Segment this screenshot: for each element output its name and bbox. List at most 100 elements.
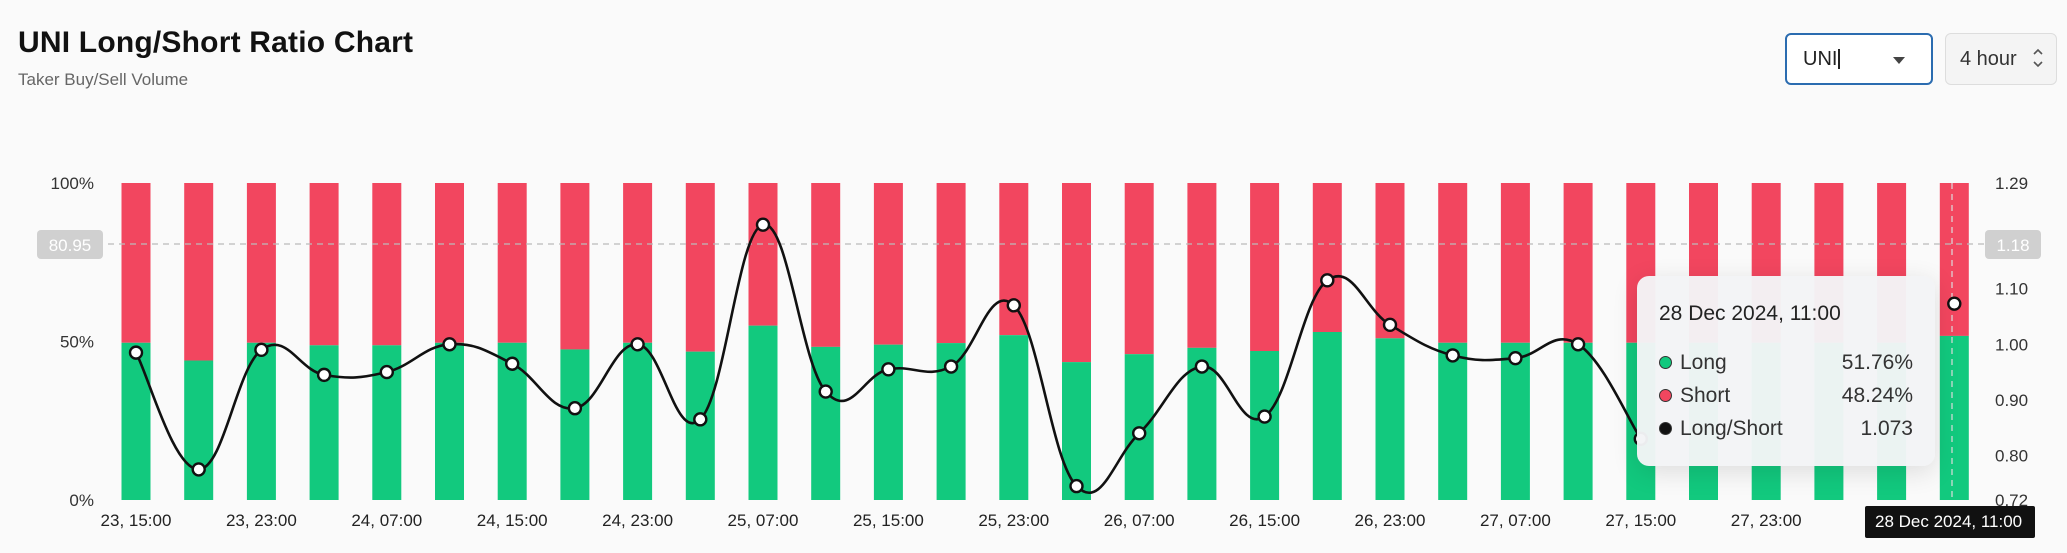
short-bar[interactable] xyxy=(1939,183,1969,336)
text-cursor xyxy=(1838,49,1841,69)
ratio-point[interactable] xyxy=(881,362,896,377)
short-bar[interactable] xyxy=(1500,183,1530,343)
long-bar[interactable] xyxy=(1062,362,1091,500)
ratio-point[interactable] xyxy=(128,345,144,360)
tooltip-date: 28 Dec 2024, 11:00 xyxy=(1659,302,1841,325)
chevron-down-icon xyxy=(1893,57,1905,64)
ratio-point[interactable] xyxy=(818,384,833,399)
y-right-tick: 1.00 xyxy=(1995,335,2028,354)
tooltip-row-ratio: Long/Short 1.073 xyxy=(1659,412,1913,445)
x-tick: 27, 23:00 xyxy=(1731,511,1802,530)
y-right-tick: 0.90 xyxy=(1995,391,2028,410)
ratio-point[interactable] xyxy=(254,342,269,358)
ratio-point[interactable] xyxy=(1445,348,1460,363)
long-bar[interactable] xyxy=(1375,338,1405,500)
short-bar[interactable] xyxy=(1312,183,1342,332)
crosshair-left-tag: 80.95 xyxy=(37,230,103,259)
short-bar[interactable] xyxy=(1375,183,1405,339)
short-bar[interactable] xyxy=(873,183,903,345)
long-bar[interactable] xyxy=(1563,342,1593,500)
ratio-point[interactable] xyxy=(1006,298,1021,313)
ratio-point[interactable] xyxy=(1508,350,1523,366)
ratio-point[interactable] xyxy=(1069,478,1084,494)
tooltip-value: 1.073 xyxy=(1860,416,1913,440)
short-bar[interactable] xyxy=(121,183,151,343)
short-bar[interactable] xyxy=(811,183,841,347)
short-bar[interactable] xyxy=(1438,183,1468,343)
tooltip-label: Long xyxy=(1680,350,1727,374)
ratio-point[interactable] xyxy=(379,364,394,380)
up-down-icon xyxy=(2032,46,2044,70)
short-bar[interactable] xyxy=(1250,183,1280,352)
interval-select[interactable]: 4 hour xyxy=(1945,33,2057,85)
long-bar[interactable] xyxy=(560,349,590,500)
short-bar[interactable] xyxy=(246,183,276,343)
long-bar[interactable] xyxy=(1312,331,1342,500)
short-bar[interactable] xyxy=(435,183,464,343)
long-bar[interactable] xyxy=(1939,335,1969,500)
ratio-points xyxy=(128,217,1962,494)
long-bar[interactable] xyxy=(121,342,151,500)
y-right-tick: 0.80 xyxy=(1995,447,2028,466)
ratio-point[interactable] xyxy=(316,367,332,383)
tooltip-label: Short xyxy=(1680,383,1731,407)
short-bar[interactable] xyxy=(372,183,402,346)
chart-header: UNI Long/Short Ratio Chart Taker Buy/Sel… xyxy=(18,26,413,90)
long-bar[interactable] xyxy=(435,342,464,500)
ratio-point[interactable] xyxy=(505,356,520,371)
x-tick: 24, 07:00 xyxy=(351,511,422,530)
ratio-point[interactable] xyxy=(1382,317,1398,333)
x-tick: 26, 07:00 xyxy=(1104,511,1175,530)
short-bar[interactable] xyxy=(1187,183,1217,348)
ratio-point[interactable] xyxy=(1257,409,1272,424)
short-dot-icon xyxy=(1659,389,1672,402)
short-bar[interactable] xyxy=(623,183,653,343)
short-bar[interactable] xyxy=(1062,183,1091,363)
ratio-point[interactable] xyxy=(1947,296,1962,311)
long-bar[interactable] xyxy=(1250,351,1280,500)
crosshair-left-value: 80.95 xyxy=(49,236,92,255)
short-bar[interactable] xyxy=(1563,183,1593,343)
ratio-point[interactable] xyxy=(693,412,708,427)
ratio-point[interactable] xyxy=(567,401,583,416)
long-bar[interactable] xyxy=(999,335,1029,500)
long-bar[interactable] xyxy=(623,342,653,500)
ratio-point[interactable] xyxy=(1320,273,1335,288)
long-bar[interactable] xyxy=(811,346,841,500)
ratio-point[interactable] xyxy=(1570,337,1586,352)
short-bar[interactable] xyxy=(184,183,214,361)
x-tick: 23, 23:00 xyxy=(226,511,297,530)
long-bar[interactable] xyxy=(1438,342,1468,500)
tooltip-row-long: Long 51.76% xyxy=(1659,346,1913,379)
y-right-tick: 0.72 xyxy=(1995,491,2028,510)
long-bar[interactable] xyxy=(184,360,214,500)
ratio-point[interactable] xyxy=(442,337,457,352)
short-bar[interactable] xyxy=(560,183,590,350)
long-bar[interactable] xyxy=(1500,342,1530,500)
long-bar[interactable] xyxy=(246,342,276,500)
page-title: UNI Long/Short Ratio Chart xyxy=(18,26,414,59)
long-bar[interactable] xyxy=(748,325,778,500)
bar-layer xyxy=(121,183,1969,500)
short-bar[interactable] xyxy=(936,183,966,344)
ratio-point[interactable] xyxy=(755,217,771,232)
ratio-point[interactable] xyxy=(1131,426,1147,441)
page-subtitle: Taker Buy/Sell Volume xyxy=(18,70,189,89)
short-bar[interactable] xyxy=(748,183,778,326)
x-tick: 26, 23:00 xyxy=(1355,511,1426,530)
x-tick: 25, 15:00 xyxy=(853,511,924,530)
y-axis-right: 0.72 0.80 0.90 1.00 1.10 1.29 xyxy=(1995,174,2028,510)
long-dot-icon xyxy=(1659,356,1672,369)
x-tick: 24, 15:00 xyxy=(477,511,548,530)
ratio-point[interactable] xyxy=(630,337,645,352)
symbol-select[interactable]: UNI xyxy=(1785,33,1933,85)
ratio-point[interactable] xyxy=(1194,359,1210,374)
y-right-tick: 1.29 xyxy=(1995,174,2028,193)
short-bar[interactable] xyxy=(309,183,339,346)
ratio-point[interactable] xyxy=(191,462,206,477)
short-bar[interactable] xyxy=(685,183,715,352)
ratio-point[interactable] xyxy=(943,359,959,374)
short-bar[interactable] xyxy=(497,183,527,343)
short-bar[interactable] xyxy=(1124,183,1154,355)
